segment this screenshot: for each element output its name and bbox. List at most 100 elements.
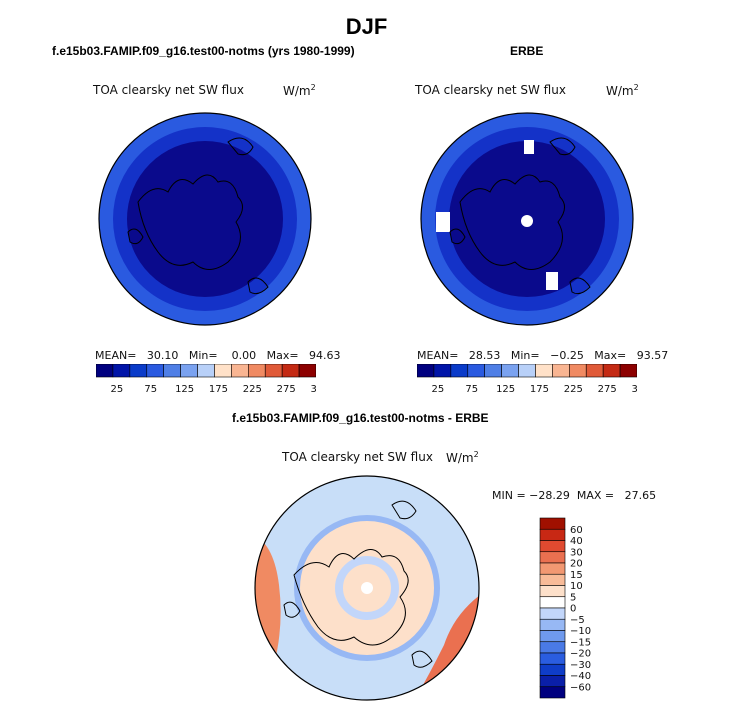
page-title: DJF bbox=[345, 14, 388, 39]
model-colorbar-cell bbox=[146, 364, 164, 378]
model-colorbar-cell bbox=[180, 364, 198, 378]
diff-colorbar-cell bbox=[539, 596, 566, 609]
obs-units-label: W/m2 bbox=[606, 83, 639, 98]
model-colorbar-cell bbox=[248, 364, 266, 378]
model-colorbar-cell bbox=[96, 364, 114, 378]
model-colorbar-tick-label: 225 bbox=[243, 384, 262, 395]
obs-stats: MEAN= 28.53 Min= −0.25 Max= 93.57 bbox=[417, 349, 669, 362]
obs-map-border bbox=[420, 112, 634, 326]
diff-colorbar-tick-label: −5 bbox=[570, 615, 585, 626]
model-colorbar-tick-label: 75 bbox=[144, 384, 157, 395]
diff-stats: MIN = −28.29 MAX = 27.65 bbox=[492, 489, 657, 502]
model-colorbar-cell bbox=[298, 364, 316, 378]
diff-colorbar-tick-label: 60 bbox=[570, 525, 583, 536]
diff-colorbar-tick-label: −30 bbox=[570, 660, 591, 671]
obs-colorbar-cell bbox=[619, 364, 637, 378]
diff-colorbar-tick-label: 15 bbox=[570, 570, 583, 581]
diff-coastline-islands bbox=[283, 500, 433, 668]
diff-polar-hole bbox=[361, 582, 373, 594]
obs-missing-patch-north bbox=[524, 140, 534, 154]
model-colorbar-cell bbox=[264, 364, 283, 378]
model-colorbar: 2575125175225275325375 bbox=[96, 364, 316, 395]
obs-colorbar: 2575125175225275325375 bbox=[417, 364, 637, 395]
diff-colorbar-cell bbox=[539, 540, 566, 553]
obs-colorbar-cell bbox=[501, 364, 519, 378]
obs-colorbar-cell bbox=[535, 364, 553, 378]
model-units-label: W/m2 bbox=[283, 83, 316, 98]
obs-colorbar-tick-label: 275 bbox=[598, 384, 617, 395]
diff-colorbar-cell bbox=[539, 528, 566, 541]
model-coastline bbox=[137, 174, 243, 270]
model-colorbar-cell bbox=[231, 364, 249, 378]
obs-polar-hole bbox=[521, 215, 533, 227]
diff-colorbar-tick-label: −15 bbox=[570, 637, 591, 648]
diff-colorbar-cell bbox=[539, 551, 566, 564]
diff-colorbar-tick-label: −10 bbox=[570, 626, 591, 637]
diff-colorbar-tick-label: −20 bbox=[570, 649, 591, 660]
diff-colorbar-tick-label: −40 bbox=[570, 671, 591, 682]
model-colorbar-cell bbox=[281, 364, 300, 378]
diff-colorbar-cell bbox=[539, 686, 566, 699]
diff-colorbar-cell bbox=[539, 630, 566, 643]
model-map-inner-region bbox=[127, 141, 283, 297]
obs-colorbar-tick-label: 25 bbox=[432, 384, 445, 395]
obs-colorbar-cell bbox=[433, 364, 452, 378]
obs-colorbar-cell bbox=[552, 364, 570, 378]
obs-colorbar-cell bbox=[569, 364, 587, 378]
model-coastline-islands bbox=[127, 137, 269, 295]
obs-colorbar-cell bbox=[450, 364, 469, 378]
model-colorbar-tick-label: 325 bbox=[310, 384, 316, 395]
diff-colorbar-cell bbox=[539, 641, 566, 654]
obs-missing-patch-south bbox=[546, 272, 558, 290]
obs-colorbar-tick-label: 125 bbox=[496, 384, 515, 395]
obs-colorbar-tick-label: 325 bbox=[631, 384, 637, 395]
diff-coastline bbox=[293, 549, 409, 646]
diff-colorbar-cell bbox=[539, 663, 566, 676]
obs-missing-patch-west bbox=[436, 212, 450, 232]
diff-colorbar-tick-label: 30 bbox=[570, 547, 583, 558]
diff-polar-map bbox=[254, 475, 480, 701]
model-colorbar-tick-label: 175 bbox=[209, 384, 228, 395]
diff-colorbar-cell bbox=[539, 607, 566, 620]
diff-cool-ring bbox=[294, 515, 440, 661]
diff-inner-ring bbox=[335, 556, 399, 620]
obs-variable-label: TOA clearsky net SW flux bbox=[415, 83, 566, 97]
model-variable-label: TOA clearsky net SW flux bbox=[93, 83, 244, 97]
model-colorbar-tick-label: 25 bbox=[111, 384, 124, 395]
model-panel-title: f.e15b03.FAMIP.f09_g16.test00-notms (yrs… bbox=[52, 44, 355, 58]
obs-colorbar-cell bbox=[484, 364, 502, 378]
diff-colorbar-tick-label: 5 bbox=[570, 592, 576, 603]
model-colorbar-cell bbox=[163, 364, 181, 378]
obs-polar-map bbox=[420, 112, 634, 326]
model-colorbar-cell bbox=[214, 364, 232, 378]
obs-colorbar-cell bbox=[585, 364, 604, 378]
obs-coastline bbox=[459, 174, 565, 270]
diff-colorbar-tick-label: −60 bbox=[570, 682, 591, 693]
diff-colorbar-tick-label: 0 bbox=[570, 604, 576, 615]
obs-colorbar-tick-label: 225 bbox=[564, 384, 583, 395]
obs-colorbar-tick-label: 175 bbox=[530, 384, 549, 395]
diff-colorbar-tick-label: 40 bbox=[570, 536, 583, 547]
diff-colorbar-cell bbox=[539, 517, 566, 530]
model-colorbar-tick-label: 125 bbox=[175, 384, 194, 395]
model-stats: MEAN= 30.10 Min= 0.00 Max= 94.63 bbox=[95, 349, 341, 362]
model-polar-map bbox=[98, 112, 312, 326]
obs-colorbar-cell bbox=[602, 364, 621, 378]
obs-panel-title: ERBE bbox=[510, 44, 544, 58]
diff-colorbar-cell bbox=[539, 652, 566, 665]
diff-colorbar-cell bbox=[539, 618, 566, 631]
obs-colorbar-tick-label: 75 bbox=[465, 384, 478, 395]
obs-colorbar-cell bbox=[417, 364, 435, 378]
obs-coastline-islands bbox=[449, 137, 591, 295]
diff-colorbar-tick-label: 10 bbox=[570, 581, 583, 592]
model-map-border bbox=[98, 112, 312, 326]
model-colorbar-cell bbox=[129, 364, 148, 378]
model-colorbar-tick-label: 275 bbox=[277, 384, 296, 395]
diff-colorbar-tick-label: 20 bbox=[570, 559, 583, 570]
model-colorbar-cell bbox=[197, 364, 215, 378]
diff-colorbar-cell bbox=[539, 573, 566, 586]
obs-colorbar-cell bbox=[467, 364, 485, 378]
diff-colorbar-cell bbox=[539, 585, 566, 598]
diff-variable-label: TOA clearsky net SW flux bbox=[282, 450, 433, 464]
